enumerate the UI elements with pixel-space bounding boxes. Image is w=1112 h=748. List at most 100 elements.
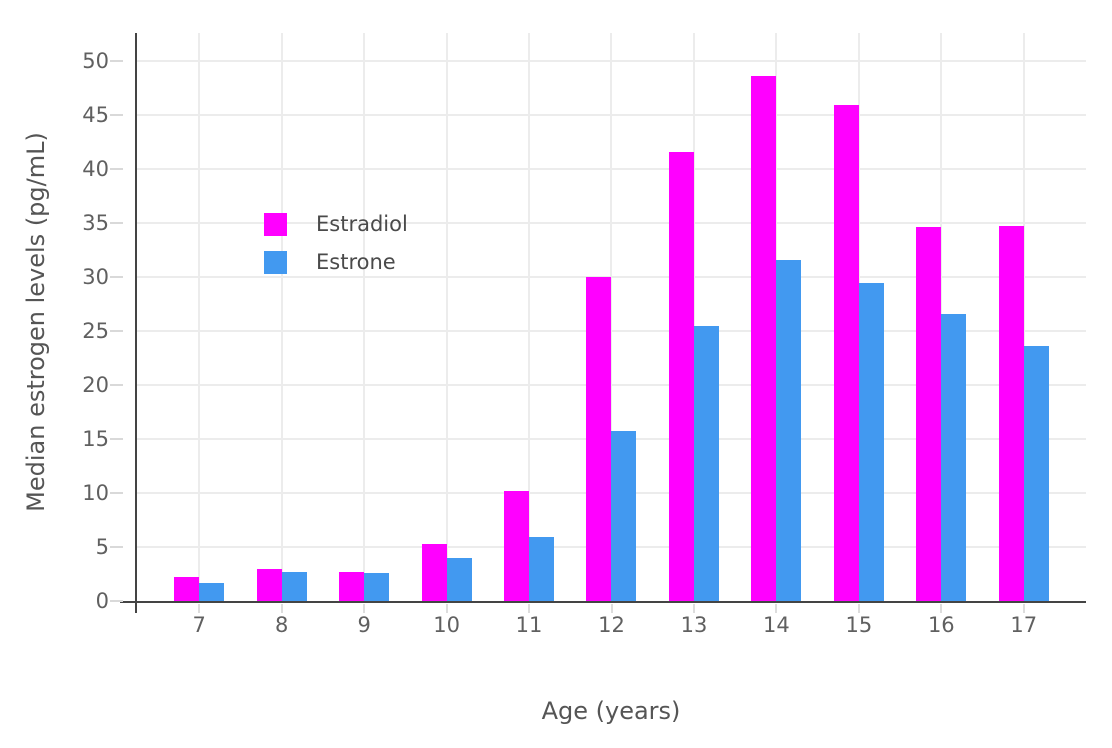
x-tick-mark-14: [775, 604, 778, 613]
y-tick-mark-45: [110, 114, 123, 116]
y-tick-label-15: 15: [82, 427, 109, 451]
x-tick-mark-11: [528, 604, 531, 613]
x-tick-label-11: 11: [515, 613, 543, 637]
bar-estrone-age-7: [199, 583, 225, 601]
gridline-x-12: [610, 33, 613, 601]
bar-estrone-age-10: [446, 558, 472, 601]
x-tick-mark-9: [363, 604, 366, 613]
legend-label-estrone: Estrone: [316, 250, 396, 274]
bar-group-age-7: [158, 33, 240, 601]
y-tick-mark-50: [110, 60, 123, 62]
bar-estrone-age-13: [693, 326, 719, 601]
bar-estrone-age-9: [364, 573, 390, 601]
bar-group-age-16: [900, 33, 982, 601]
y-tick-mark-5: [110, 546, 123, 548]
bar-estradiol-age-10: [421, 544, 447, 601]
x-tick-label-9: 9: [357, 613, 371, 637]
bar-estradiol-age-8: [256, 569, 282, 601]
gridline-x-13: [692, 33, 695, 601]
x-tick-label-13: 13: [680, 613, 708, 637]
y-tick-mark-25: [110, 330, 123, 332]
bars-age-14: [735, 33, 817, 601]
bars-age-13: [653, 33, 735, 601]
bar-estrone-age-16: [941, 314, 967, 601]
y-tick-mark-40: [110, 168, 123, 170]
bar-estradiol-age-11: [504, 491, 530, 601]
y-tick-label-20: 20: [82, 373, 109, 397]
bar-group-age-9: [323, 33, 405, 601]
x-tick-mark-13: [692, 604, 695, 613]
x-tick-label-15: 15: [845, 613, 873, 637]
x-tick-label-12: 12: [598, 613, 625, 637]
bar-group-age-17: [983, 33, 1065, 601]
bar-estradiol-age-7: [174, 577, 200, 601]
bar-group-age-14: [735, 33, 817, 601]
bar-estrone-age-12: [611, 431, 637, 601]
x-tick-mark-15: [857, 604, 860, 613]
y-tick-label-0: 0: [95, 589, 109, 613]
bar-estradiol-age-16: [916, 227, 942, 601]
bar-group-age-10: [405, 33, 487, 601]
y-tick-label-10: 10: [82, 481, 109, 505]
legend-item-estradiol[interactable]: Estradiol: [264, 212, 408, 236]
x-tick-label-17: 17: [1010, 613, 1038, 637]
estradiol-swatch-icon: [264, 212, 287, 236]
gridline-x-10: [445, 33, 448, 601]
bars-age-11: [488, 33, 570, 601]
y-tick-label-40: 40: [82, 157, 109, 181]
x-tick-mark-17: [1022, 604, 1025, 613]
bar-estradiol-age-15: [833, 105, 859, 601]
bar-estrone-age-8: [281, 572, 307, 601]
bars-age-16: [900, 33, 982, 601]
x-tick-mark-8: [280, 604, 283, 613]
x-axis-line: [120, 601, 1086, 603]
x-tick-mark-16: [940, 604, 943, 613]
bars-age-17: [983, 33, 1065, 601]
bar-group-age-12: [570, 33, 652, 601]
bar-estradiol-age-13: [668, 152, 694, 601]
y-tick-label-5: 5: [95, 535, 109, 559]
x-tick-label-7: 7: [192, 613, 206, 637]
bar-group-age-13: [653, 33, 735, 601]
bar-estradiol-age-9: [339, 572, 365, 601]
bar-estrone-age-14: [776, 260, 802, 601]
legend-label-estradiol: Estradiol: [316, 212, 408, 236]
bar-estrone-age-15: [858, 283, 884, 601]
gridline-x-8: [280, 33, 283, 601]
x-tick-label-14: 14: [763, 613, 790, 637]
y-tick-mark-30: [110, 276, 123, 278]
x-tick-label-16: 16: [927, 613, 955, 637]
bar-group-age-15: [818, 33, 900, 601]
bar-group-age-11: [488, 33, 570, 601]
gridline-x-9: [363, 33, 366, 601]
y-axis-line: [135, 33, 137, 613]
y-tick-mark-35: [110, 222, 123, 224]
bars-age-10: [405, 33, 487, 601]
bars-age-9: [323, 33, 405, 601]
estrone-swatch-icon: [264, 250, 287, 274]
bars-age-8: [240, 33, 322, 601]
legend-item-estrone[interactable]: Estrone: [264, 250, 408, 274]
y-tick-label-45: 45: [82, 103, 109, 127]
y-tick-label-50: 50: [82, 49, 109, 73]
x-tick-label-8: 8: [274, 613, 289, 637]
bar-estradiol-age-14: [751, 76, 777, 601]
gridline-x-7: [198, 33, 201, 601]
y-tick-mark-20: [110, 384, 123, 386]
bar-estrone-age-17: [1023, 346, 1049, 601]
y-tick-label-35: 35: [82, 211, 109, 235]
y-tick-label-30: 30: [82, 265, 109, 289]
x-axis-title: Age (years): [541, 697, 681, 725]
x-tick-mark-12: [610, 604, 613, 613]
legend: Estradiol Estrone: [264, 212, 408, 274]
bar-estradiol-age-12: [586, 277, 612, 601]
bar-estrone-age-11: [529, 537, 555, 601]
bars-age-12: [570, 33, 652, 601]
y-tick-mark-15: [110, 438, 123, 440]
x-tick-mark-10: [445, 604, 448, 613]
x-tick-label-10: 10: [433, 613, 460, 637]
y-tick-mark-0: [110, 600, 123, 602]
gridline-x-11: [528, 33, 531, 601]
bars-age-7: [158, 33, 240, 601]
